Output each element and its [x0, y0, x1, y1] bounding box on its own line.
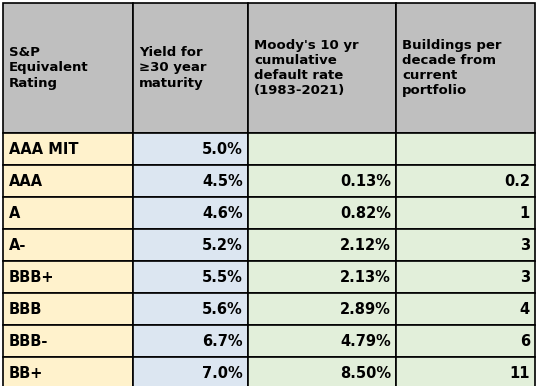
Bar	[396, 293, 535, 325]
Text: 4: 4	[520, 301, 530, 317]
Text: BB+: BB+	[9, 366, 44, 381]
Bar	[3, 325, 133, 357]
Bar	[396, 197, 535, 229]
Text: Yield for
≥30 year
maturity: Yield for ≥30 year maturity	[139, 46, 207, 90]
Bar	[248, 3, 396, 133]
Text: Moody's 10 yr
cumulative
default rate
(1983-2021): Moody's 10 yr cumulative default rate (1…	[254, 39, 359, 97]
Bar	[133, 165, 248, 197]
Text: 2.12%: 2.12%	[340, 237, 391, 252]
Text: BBB-: BBB-	[9, 334, 48, 349]
Bar	[396, 261, 535, 293]
Bar	[396, 229, 535, 261]
Bar	[248, 133, 396, 165]
Text: S&P
Equivalent
Rating: S&P Equivalent Rating	[9, 46, 89, 90]
Bar	[248, 165, 396, 197]
Bar	[3, 229, 133, 261]
Bar	[133, 325, 248, 357]
Bar	[396, 325, 535, 357]
Text: 4.79%: 4.79%	[340, 334, 391, 349]
Text: BBB: BBB	[9, 301, 43, 317]
Text: 3: 3	[520, 237, 530, 252]
Bar	[3, 261, 133, 293]
Bar	[133, 133, 248, 165]
Bar	[396, 165, 535, 197]
Text: AAA MIT: AAA MIT	[9, 142, 79, 156]
Bar	[133, 261, 248, 293]
Bar	[3, 293, 133, 325]
Text: 5.2%: 5.2%	[202, 237, 243, 252]
Bar	[248, 197, 396, 229]
Text: 5.6%: 5.6%	[202, 301, 243, 317]
Bar	[248, 229, 396, 261]
Text: 6.7%: 6.7%	[202, 334, 243, 349]
Text: 5.0%: 5.0%	[202, 142, 243, 156]
Text: Buildings per
decade from
current
portfolio: Buildings per decade from current portfo…	[402, 39, 501, 97]
Text: AAA: AAA	[9, 173, 43, 188]
Bar	[396, 133, 535, 165]
Bar	[3, 133, 133, 165]
Bar	[133, 357, 248, 386]
Text: 3: 3	[520, 269, 530, 284]
Text: 2.13%: 2.13%	[340, 269, 391, 284]
Bar	[248, 293, 396, 325]
Text: 7.0%: 7.0%	[202, 366, 243, 381]
Text: 0.82%: 0.82%	[340, 205, 391, 220]
Bar	[248, 261, 396, 293]
Text: 0.2: 0.2	[504, 173, 530, 188]
Bar	[3, 197, 133, 229]
Text: 5.5%: 5.5%	[202, 269, 243, 284]
Text: 6: 6	[520, 334, 530, 349]
Bar	[248, 357, 396, 386]
Bar	[396, 357, 535, 386]
Text: 1: 1	[520, 205, 530, 220]
Bar	[248, 325, 396, 357]
Text: 2.89%: 2.89%	[340, 301, 391, 317]
Text: 0.13%: 0.13%	[340, 173, 391, 188]
Bar	[133, 197, 248, 229]
Text: A: A	[9, 205, 20, 220]
Text: 8.50%: 8.50%	[340, 366, 391, 381]
Text: A-: A-	[9, 237, 26, 252]
Bar	[396, 3, 535, 133]
Text: BBB+: BBB+	[9, 269, 54, 284]
Bar	[133, 3, 248, 133]
Bar	[3, 165, 133, 197]
Text: 4.6%: 4.6%	[202, 205, 243, 220]
Bar	[133, 229, 248, 261]
Text: 11: 11	[509, 366, 530, 381]
Bar	[133, 293, 248, 325]
Bar	[3, 3, 133, 133]
Text: 4.5%: 4.5%	[202, 173, 243, 188]
Bar	[3, 357, 133, 386]
